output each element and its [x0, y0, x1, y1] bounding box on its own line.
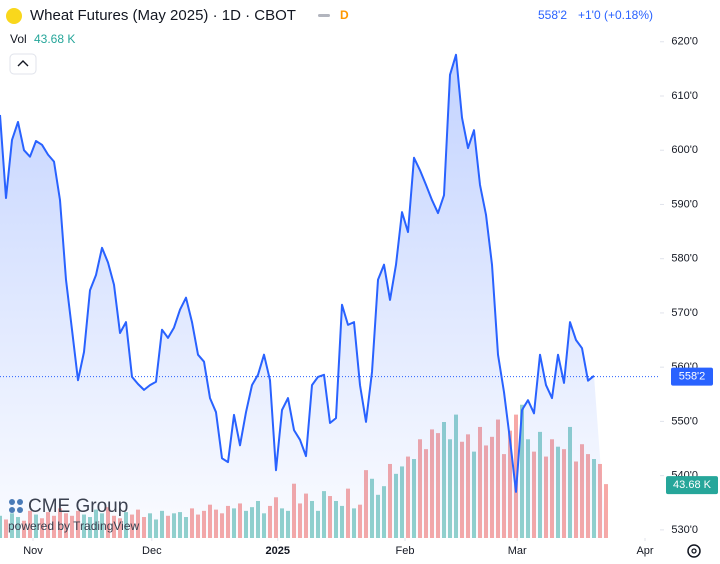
- last-price: 558'2: [538, 8, 567, 22]
- cme-logo: [9, 499, 23, 513]
- price-line: [0, 53, 595, 493]
- settings-icon[interactable]: [687, 544, 701, 558]
- symbol-icon: [6, 8, 22, 24]
- last-volume-label: 43.68 K: [673, 479, 712, 491]
- last-price-label: 558'2: [679, 371, 706, 383]
- x-tick-label: Mar: [508, 545, 527, 557]
- x-tick-label: Feb: [396, 545, 415, 557]
- y-tick-label: 550'0: [671, 415, 698, 427]
- price-change: +1'0 (+0.18%): [578, 8, 653, 22]
- x-tick-label: Dec: [142, 545, 162, 557]
- y-tick-label: 620'0: [671, 36, 698, 48]
- y-tick-label: 570'0: [671, 307, 698, 319]
- y-tick-label: 610'0: [671, 90, 698, 102]
- last-price-box: [671, 367, 713, 386]
- y-tick-label: 530'0: [671, 524, 698, 536]
- volume-bar: [514, 414, 518, 538]
- overlay: Wheat Futures (May 2025) · 1D · CBOT D 5…: [6, 7, 701, 558]
- y-tick-label: 580'0: [671, 253, 698, 265]
- collapse-icon: [17, 60, 29, 67]
- last-volume-box: [666, 476, 718, 495]
- y-tick-label: 600'0: [671, 144, 698, 156]
- volume-bar: [604, 484, 608, 538]
- x-tick-label: 2025: [266, 545, 290, 557]
- volume-name: Vol: [10, 32, 27, 46]
- symbol-title: Wheat Futures (May 2025) · 1D · CBOT: [30, 7, 296, 24]
- badge: D: [340, 8, 349, 22]
- powered-by: powered by TradingView: [8, 519, 140, 533]
- status-icon: [318, 14, 330, 17]
- collapse-button[interactable]: [9, 53, 37, 75]
- plot-area: [0, 53, 660, 538]
- price-area: [0, 54, 606, 538]
- volume-value: 43.68 K: [34, 32, 75, 46]
- y-tick-label: 590'0: [671, 198, 698, 210]
- x-tick-label: Nov: [23, 545, 43, 557]
- x-tick-label: Apr: [636, 545, 653, 557]
- logo-text: CME Group: [28, 496, 128, 517]
